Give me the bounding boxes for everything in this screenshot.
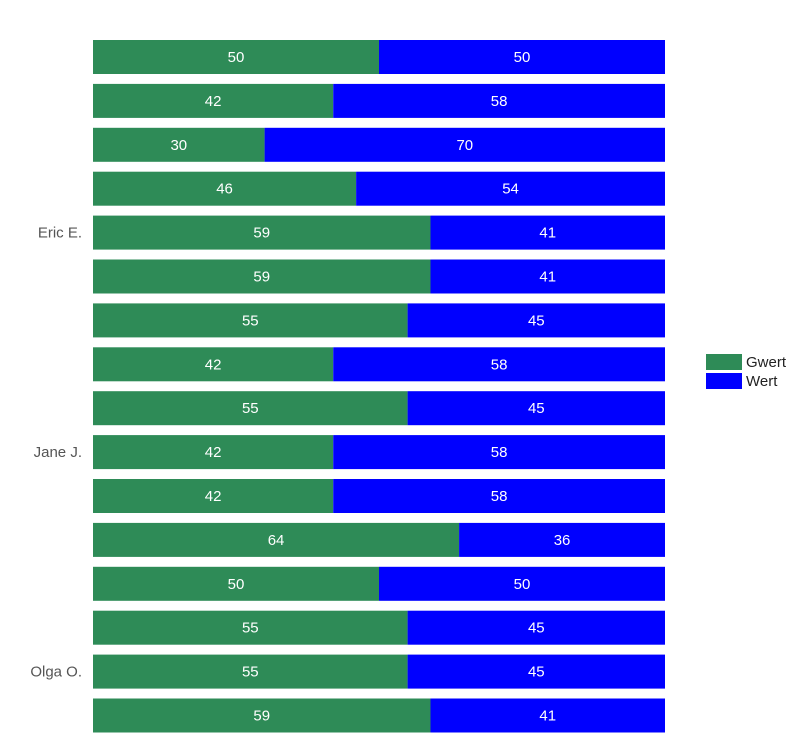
bar-gwert-15 [93,698,431,733]
bars-layer: 50 50 42 58 30 70 46 54 59 41 59 41 55 45 42 58 55 45 42 58… [93,40,665,733]
data-label-wert-3: 54 [502,181,519,198]
category-label-4: Eric E. [38,225,82,242]
bar-wert-0 [379,40,665,74]
data-label-gwert-1: 42 [205,93,222,110]
data-label-wert-13: 45 [528,620,545,637]
bar-gwert-9 [93,435,334,470]
data-label-wert-6: 45 [528,312,545,329]
bar-gwert-6 [93,303,408,338]
bar-gwert-10 [93,479,334,513]
data-label-gwert-5: 59 [253,269,270,286]
data-label-wert-2: 70 [456,137,473,154]
bar-gwert-14 [93,654,408,689]
category-label-14: Olga O. [30,664,82,681]
bar-wert-11 [459,522,665,557]
data-label-wert-9: 58 [491,444,508,461]
bar-gwert-1 [93,83,334,118]
bar-gwert-4 [93,215,431,250]
bar-gwert-12 [93,566,379,601]
data-label-gwert-14: 55 [242,664,259,681]
bar-wert-3 [356,171,665,206]
data-label-gwert-3: 46 [216,181,233,198]
data-label-wert-11: 36 [554,532,571,549]
bar-wert-6 [407,303,665,338]
bar-wert-4 [430,215,665,250]
data-label-gwert-15: 59 [253,708,270,725]
data-label-wert-4: 41 [539,225,556,242]
bar-wert-1 [333,83,665,118]
legend: Gwert Wert [706,354,787,390]
bar-wert-7 [333,347,665,382]
data-label-gwert-10: 42 [205,488,222,505]
bar-gwert-3 [93,171,357,206]
data-label-wert-1: 58 [491,93,508,110]
data-label-wert-12: 50 [514,576,531,593]
bar-wert-9 [333,435,665,470]
bar-wert-13 [407,610,665,645]
bar-gwert-7 [93,347,334,382]
data-label-gwert-2: 30 [170,137,187,154]
data-label-gwert-7: 42 [205,356,222,373]
data-label-gwert-6: 55 [242,312,259,329]
bar-wert-14 [407,654,665,689]
legend-swatch-wert [706,373,742,389]
legend-label-wert: Wert [746,373,778,390]
bar-gwert-13 [93,610,408,645]
row-labels: Eric E. Jane J. Olga O. [30,225,82,681]
data-label-wert-0: 50 [514,49,531,66]
data-label-gwert-8: 55 [242,400,259,417]
data-label-wert-15: 41 [539,708,556,725]
bar-wert-2 [264,127,665,162]
data-label-wert-7: 58 [491,356,508,373]
category-label-9: Jane J. [34,444,82,461]
bar-gwert-5 [93,259,431,294]
bar-gwert-8 [93,391,408,426]
bar-wert-15 [430,698,665,733]
legend-label-gwert: Gwert [746,354,787,371]
data-label-wert-8: 45 [528,400,545,417]
data-label-gwert-13: 55 [242,620,259,637]
bar-gwert-11 [93,522,460,557]
data-label-gwert-12: 50 [228,576,245,593]
bar-wert-8 [407,391,665,426]
legend-swatch-gwert [706,354,742,370]
bar-gwert-0 [93,40,379,74]
data-label-gwert-0: 50 [228,49,245,66]
bar-gwert-2 [93,127,265,162]
data-label-wert-5: 41 [539,269,556,286]
bar-wert-12 [379,566,665,601]
data-label-gwert-11: 64 [268,532,285,549]
data-label-wert-14: 45 [528,664,545,681]
bar-wert-5 [430,259,665,294]
data-label-gwert-9: 42 [205,444,222,461]
bar-wert-10 [333,479,665,513]
data-label-wert-10: 58 [491,488,508,505]
data-label-gwert-4: 59 [253,225,270,242]
